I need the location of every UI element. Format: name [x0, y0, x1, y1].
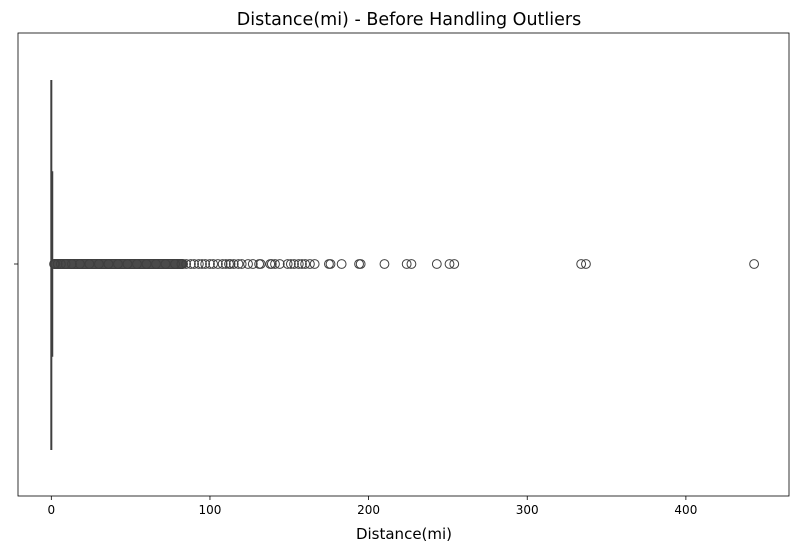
chart-title: Distance(mi) - Before Handling Outliers — [237, 10, 581, 30]
outlier-point — [449, 259, 460, 269]
plot-area-frame — [17, 32, 790, 497]
outlier-point — [52, 259, 63, 269]
outlier-point — [205, 259, 215, 269]
outlier-point — [212, 259, 223, 269]
outlier-point — [200, 259, 211, 269]
outlier-point — [186, 259, 196, 269]
outlier-point — [300, 259, 311, 269]
outlier-point — [94, 259, 104, 269]
x-tick-label: 0 — [47, 503, 55, 517]
outlier-point — [285, 259, 296, 269]
outlier-point — [217, 259, 228, 269]
outlier-point — [247, 259, 258, 269]
outlier-point — [181, 259, 192, 269]
outlier-point — [74, 259, 85, 269]
outlier-point — [103, 259, 114, 269]
outlier-point — [270, 259, 280, 269]
outlier-point — [113, 259, 123, 269]
outlier-point — [141, 259, 152, 269]
outlier-point — [243, 259, 253, 269]
outlier-point — [576, 259, 587, 269]
outlier-point — [325, 259, 336, 269]
outlier-point — [255, 259, 266, 269]
outlier-point — [305, 259, 315, 269]
outlier-point — [355, 259, 366, 269]
outlier-point — [293, 259, 304, 269]
x-axis-ticks: 0 100 200 300 400 — [47, 496, 697, 517]
outlier-group — [49, 259, 759, 269]
outlier-point — [297, 259, 307, 269]
outlier-point — [309, 259, 320, 269]
outlier-point — [431, 259, 442, 269]
x-tick-label: 200 — [357, 503, 380, 517]
outlier-point — [225, 259, 236, 269]
outlier-point — [228, 259, 239, 269]
x-tick-label: 300 — [516, 503, 539, 517]
outlier-point — [55, 259, 66, 269]
outlier-point — [122, 259, 133, 269]
outlier-point — [379, 259, 390, 269]
outlier-point — [282, 259, 293, 269]
outlier-point — [151, 259, 161, 269]
outlier-point — [193, 259, 204, 269]
outlier-point — [84, 259, 95, 269]
outlier-point — [336, 259, 347, 269]
outlier-point — [274, 259, 285, 269]
outlier-point — [67, 259, 77, 269]
outlier-point — [160, 259, 171, 269]
x-tick-label: 100 — [199, 503, 222, 517]
outlier-point — [444, 259, 455, 269]
outlier-point — [60, 259, 71, 269]
outlier-point — [176, 259, 187, 269]
outlier-point — [197, 259, 207, 269]
outlier-point — [189, 259, 199, 269]
outlier-point — [208, 259, 219, 269]
outlier-point — [289, 259, 299, 269]
outlier-point — [236, 259, 247, 269]
outlier-point — [220, 259, 231, 269]
outlier-point — [581, 259, 591, 269]
outlier-point — [749, 259, 759, 269]
outlier-point — [50, 259, 61, 269]
outlier-point — [233, 259, 244, 269]
outlier-point — [266, 259, 277, 269]
x-axis-label: Distance(mi) — [356, 525, 452, 543]
outlier-point — [170, 259, 180, 269]
outlier-point — [406, 259, 417, 269]
outlier-point — [401, 259, 412, 269]
x-tick-label: 400 — [674, 503, 697, 517]
outlier-point — [132, 259, 142, 269]
